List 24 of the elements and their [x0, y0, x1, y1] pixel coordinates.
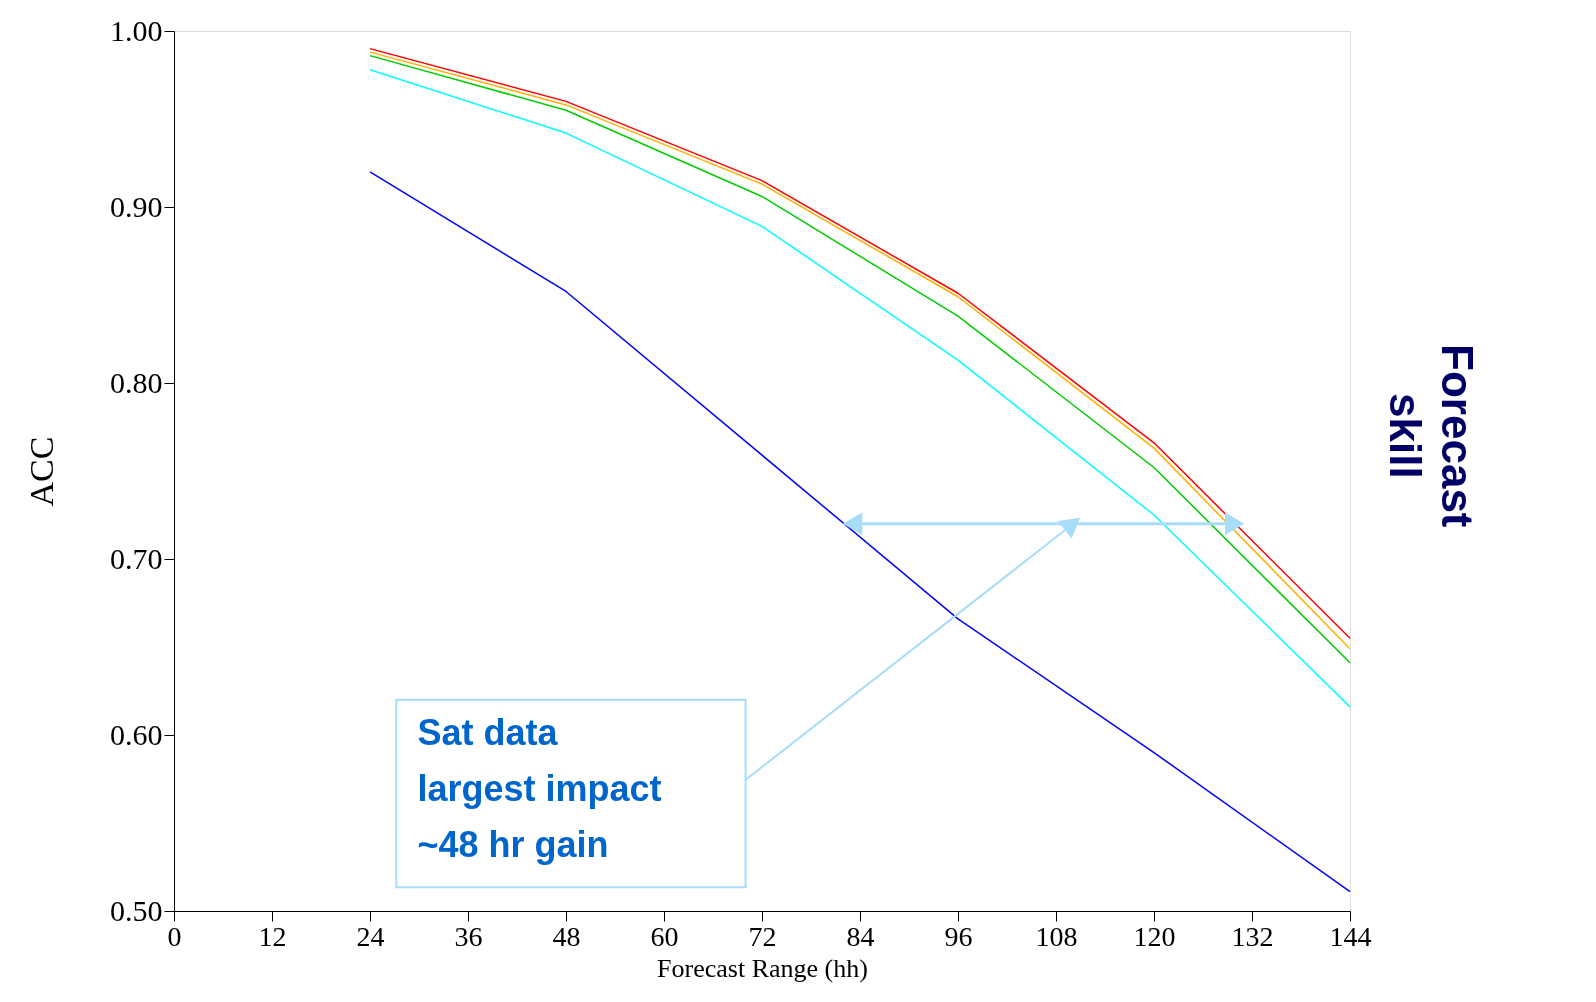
text: Forecast skill	[1381, 344, 1482, 528]
line-series	[369, 171, 1351, 893]
y-tick-label: 0.70	[110, 541, 163, 575]
x-tick-label: 48	[552, 920, 581, 952]
x-tick-label: 0	[167, 920, 182, 952]
x-tick-label: 24	[356, 920, 385, 952]
y-tick-label: 0.90	[110, 189, 163, 223]
annotation: Sat data largest impact ~48 hr gain	[417, 712, 662, 866]
x-tick-label: 132	[1231, 920, 1274, 952]
x-tick-label: 12	[258, 920, 287, 952]
x-tick-label: 144	[1329, 920, 1372, 952]
x-tick-label: 36	[454, 920, 483, 952]
x-tick-label: 84	[846, 920, 875, 952]
y-axis-title: ACC	[23, 436, 60, 507]
x-axis-title: Forecast Range (hh)	[657, 953, 868, 983]
x-tick-label: 60	[650, 920, 679, 952]
x-tick-label: 72	[748, 920, 777, 952]
x-tick-label: 120	[1133, 920, 1176, 952]
y-tick-label: 0.50	[110, 893, 163, 927]
y-tick-label: 0.80	[110, 365, 163, 399]
x-tick-label: 96	[944, 920, 973, 952]
y-tick-label: 1.00	[110, 13, 163, 47]
y-tick-label: 0.60	[110, 717, 163, 751]
x-tick-label: 108	[1035, 920, 1078, 952]
